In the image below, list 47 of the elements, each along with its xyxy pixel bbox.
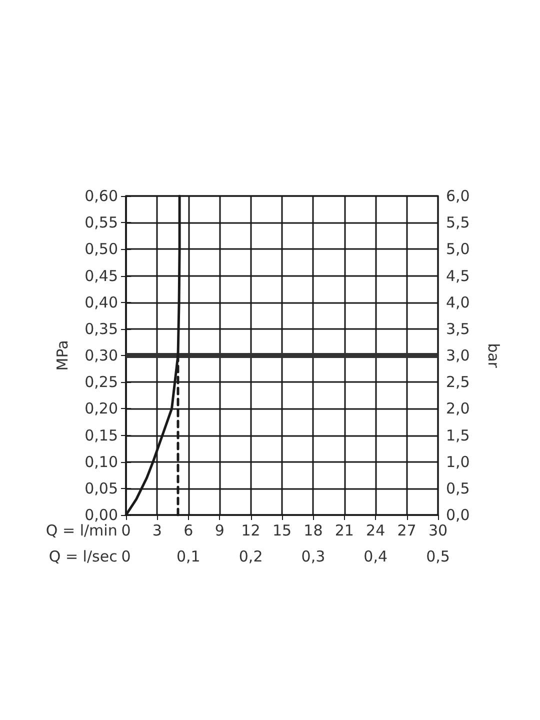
y-tick-label: 0,60 xyxy=(84,187,118,205)
x2-tick-label: 0,1 xyxy=(176,548,200,566)
x-tick-label: 21 xyxy=(334,522,354,540)
x-tick-label: 24 xyxy=(366,522,386,540)
x2-tick-label: 0,4 xyxy=(364,548,388,566)
x-tick-label: 0 xyxy=(121,522,131,540)
y2-tick-label: 0,0 xyxy=(446,506,470,524)
x-tick-label: 30 xyxy=(428,522,448,540)
y-tick-label: 0,35 xyxy=(84,320,118,338)
y2-tick-label: 3,5 xyxy=(446,320,470,338)
y-tick-label: 0,50 xyxy=(84,240,118,258)
y2-tick-label: 0,5 xyxy=(446,479,470,498)
y2-tick-label: 6,0 xyxy=(446,187,470,205)
x-axis-title: Q = l/min xyxy=(46,522,118,540)
y2-tick-label: 2,5 xyxy=(446,373,470,392)
y-tick-label: 0,15 xyxy=(84,426,118,444)
x-tick-label: 6 xyxy=(184,522,194,540)
y-tick-label: 0,20 xyxy=(84,400,118,418)
y-tick-label: 0,05 xyxy=(84,479,118,498)
y2-tick-label: 4,0 xyxy=(446,293,470,312)
y-tick-label: 0,00 xyxy=(84,506,118,524)
x-tick-label: 15 xyxy=(272,522,292,540)
x2-tick-label: 0,3 xyxy=(301,548,326,566)
x2-tick-label: 0 xyxy=(121,548,131,566)
x-tick-label: 27 xyxy=(397,522,416,540)
x-tick-label: 3 xyxy=(152,522,162,540)
y2-tick-label: 1,5 xyxy=(446,426,470,444)
y2-tick-label: 1,0 xyxy=(446,452,470,471)
x-tick-label: 18 xyxy=(304,522,323,540)
x2-axis-title: Q = l/sec xyxy=(48,548,118,566)
y2-tick-label: 5,0 xyxy=(446,240,470,258)
x-tick-label: 9 xyxy=(214,522,224,540)
y-tick-label: 0,40 xyxy=(84,293,118,312)
y-tick-label: 0,45 xyxy=(84,266,118,285)
y-tick-label: 0,10 xyxy=(84,452,118,471)
x2-tick-label: 0,5 xyxy=(426,548,450,566)
y2-tick-label: 4,5 xyxy=(446,266,470,285)
y2-axis-title: bar xyxy=(484,343,502,369)
y-tick-label: 0,55 xyxy=(84,214,118,232)
y2-tick-label: 3,0 xyxy=(446,346,470,364)
y2-tick-label: 2,0 xyxy=(446,400,470,418)
y-tick-label: 0,30 xyxy=(84,346,118,364)
y2-tick-label: 5,5 xyxy=(446,214,470,232)
y-axis-title: MPa xyxy=(54,340,72,371)
y-tick-label: 0,25 xyxy=(84,373,118,392)
x-tick-label: 12 xyxy=(241,522,260,540)
x2-tick-label: 0,2 xyxy=(238,548,263,566)
